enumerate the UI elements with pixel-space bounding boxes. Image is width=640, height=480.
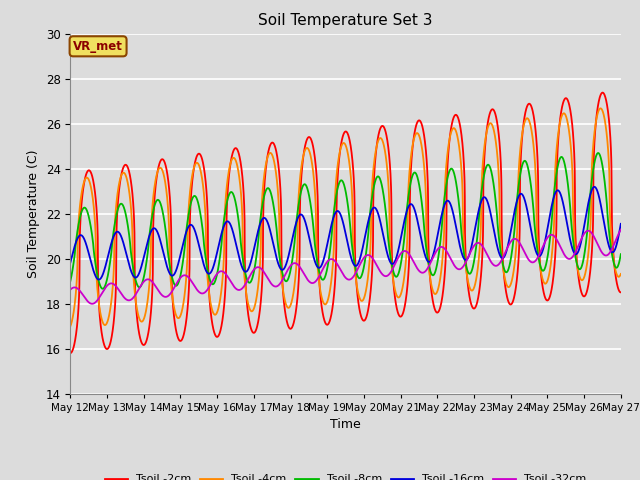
Tsoil -4cm [67,323,74,329]
Tsoil -32cm [162,294,170,300]
Tsoil -2cm [547,291,554,297]
Tsoil -32cm [129,295,137,300]
Tsoil -4cm [162,183,170,189]
Y-axis label: Soil Temperature (C): Soil Temperature (C) [27,149,40,278]
Tsoil -8cm [547,228,555,233]
Tsoil -8cm [129,266,137,272]
Tsoil -4cm [617,271,625,277]
Tsoil -8cm [617,252,625,257]
Tsoil -32cm [301,274,309,279]
Tsoil -8cm [607,240,614,246]
Tsoil -16cm [278,267,285,273]
Tsoil -4cm [129,268,137,274]
Tsoil -2cm [129,200,137,206]
Line: Tsoil -4cm: Tsoil -4cm [70,108,621,326]
Tsoil -16cm [547,207,555,213]
Tsoil -16cm [67,260,74,265]
Tsoil -16cm [162,260,170,266]
Tsoil -32cm [88,301,96,307]
Tsoil -8cm [99,286,106,292]
Line: Tsoil -2cm: Tsoil -2cm [70,93,621,353]
Tsoil -32cm [606,249,614,255]
Tsoil -2cm [67,350,74,356]
Line: Tsoil -32cm: Tsoil -32cm [70,230,621,304]
Tsoil -32cm [67,287,74,292]
Text: VR_met: VR_met [73,40,123,53]
Tsoil -16cm [129,273,137,279]
Tsoil -4cm [278,274,285,279]
Tsoil -32cm [278,278,285,284]
Tsoil -2cm [278,249,285,254]
Tsoil -16cm [591,184,598,190]
Tsoil -16cm [607,247,614,253]
Tsoil -2cm [617,289,625,295]
Tsoil -8cm [67,278,74,284]
Legend: Tsoil -2cm, Tsoil -4cm, Tsoil -8cm, Tsoil -16cm, Tsoil -32cm: Tsoil -2cm, Tsoil -4cm, Tsoil -8cm, Tsoi… [100,470,591,480]
X-axis label: Time: Time [330,418,361,431]
Tsoil -32cm [617,227,625,233]
Tsoil -16cm [617,221,625,227]
Tsoil -16cm [95,276,102,282]
Tsoil -4cm [606,216,614,222]
Line: Tsoil -8cm: Tsoil -8cm [70,153,621,289]
Title: Soil Temperature Set 3: Soil Temperature Set 3 [259,13,433,28]
Tsoil -4cm [596,106,604,111]
Tsoil -32cm [547,232,555,238]
Tsoil -8cm [162,230,170,236]
Tsoil -4cm [301,147,309,153]
Tsoil -16cm [301,220,309,226]
Tsoil -4cm [547,262,554,268]
Tsoil -8cm [595,150,602,156]
Tsoil -2cm [599,90,607,96]
Tsoil -2cm [162,163,170,169]
Line: Tsoil -16cm: Tsoil -16cm [70,187,621,279]
Tsoil -8cm [301,182,309,188]
Tsoil -2cm [606,132,614,137]
Tsoil -2cm [301,142,309,148]
Tsoil -8cm [278,267,285,273]
